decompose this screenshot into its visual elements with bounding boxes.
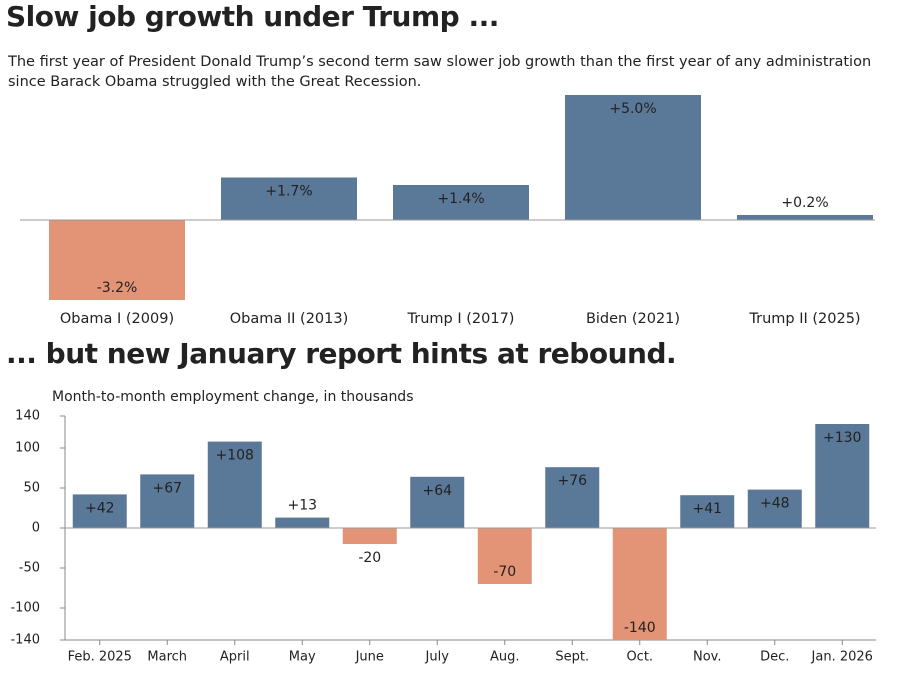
bar [275, 517, 330, 528]
x-tick-label: Dec. [760, 650, 789, 665]
x-tick-label: June [355, 650, 384, 665]
value-label: +130 [823, 430, 861, 446]
value-label: +13 [287, 498, 317, 514]
bar [72, 494, 127, 528]
x-tick-label: July [425, 650, 450, 665]
value-label: +76 [557, 473, 587, 489]
chart-title: ... but new January report hints at rebo… [6, 337, 676, 370]
bar [49, 220, 185, 300]
bar [393, 185, 529, 220]
value-label: +5.0% [609, 101, 656, 117]
x-tick-label: May [289, 650, 316, 665]
bar [221, 177, 357, 220]
x-tick-label: Obama II (2013) [230, 311, 349, 327]
y-tick-label: -140 [10, 633, 40, 648]
value-label: +1.7% [265, 184, 312, 200]
x-tick-label: Aug. [490, 650, 520, 665]
y-tick-label: 0 [32, 521, 40, 536]
x-tick-label: March [147, 650, 187, 665]
bar [565, 95, 701, 220]
x-tick-label: Trump I (2017) [407, 311, 515, 327]
bar [545, 467, 600, 528]
value-label: -70 [493, 564, 516, 580]
y-tick-label: 50 [23, 481, 40, 496]
x-tick-label: April [220, 650, 250, 665]
y-tick-label: -50 [19, 561, 40, 576]
bar [815, 424, 870, 528]
value-label: +67 [152, 480, 182, 496]
x-tick-label: Biden (2021) [586, 311, 680, 327]
value-label: -3.2% [97, 280, 138, 296]
bar [477, 528, 532, 584]
axis-label: Month-to-month employment change, in tho… [52, 389, 414, 405]
x-tick-label: Trump II (2025) [748, 311, 860, 327]
x-tick-label: Oct. [626, 650, 653, 665]
y-tick-label: 100 [15, 441, 40, 456]
subtitle: The first year of President Donald Trump… [8, 54, 872, 90]
value-label: +42 [85, 500, 115, 516]
x-tick-label: Nov. [693, 650, 722, 665]
bar [410, 476, 465, 528]
value-label: -140 [624, 620, 656, 636]
value-label: +1.4% [437, 191, 484, 207]
bar [737, 215, 873, 220]
value-label: +41 [692, 501, 722, 517]
bar [747, 489, 802, 528]
value-label: +48 [760, 496, 790, 512]
y-tick-label: -100 [10, 601, 40, 616]
bar [612, 528, 667, 640]
bar [342, 528, 397, 544]
x-tick-label: Sept. [555, 650, 589, 665]
x-tick-label: Feb. 2025 [68, 650, 132, 665]
value-label: +64 [422, 483, 452, 499]
y-tick-label: 140 [15, 409, 40, 424]
chart-title: Slow job growth under Trump ... [6, 0, 499, 33]
value-label: -20 [358, 550, 381, 566]
bar [680, 495, 735, 528]
x-tick-label: Obama I (2009) [60, 311, 174, 327]
value-label: +108 [216, 448, 254, 464]
bar [140, 474, 195, 528]
bar [207, 441, 262, 528]
x-tick-label: Jan. 2026 [811, 650, 873, 665]
value-label: +0.2% [781, 195, 828, 211]
